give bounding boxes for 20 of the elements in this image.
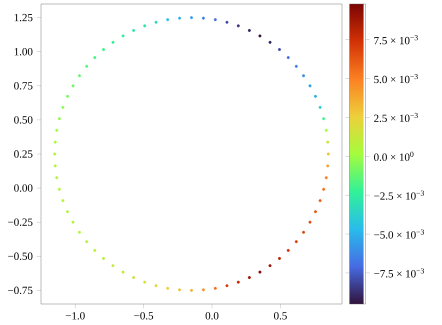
- color-bar-label: 0.0 × 10$^{0}$: [374, 152, 414, 161]
- x-tick-label: 0.5: [274, 312, 287, 320]
- y-tick-label: 1.25: [14, 14, 32, 22]
- y-tick-label: −0.25: [8, 218, 32, 226]
- color-bar-label: −2.5 × 10$^{−3}$: [374, 190, 424, 200]
- y-tick-label: 0.25: [14, 150, 32, 158]
- x-tick-label: 0.0: [206, 312, 218, 320]
- color-bar-label: 7.5 × 10$^{−3}$: [374, 35, 418, 44]
- color-bar-label: −5.0 × 10$^{−3}$: [374, 229, 424, 239]
- y-tick-label: 0.50: [14, 116, 32, 124]
- y-tick-label: 1.00: [14, 48, 32, 56]
- color-bar-label: 5.0 × 10$^{−3}$: [374, 74, 418, 84]
- color-bar-label: −7.5 × 10$^{−3}$: [374, 268, 424, 278]
- y-tick-label: 0.75: [14, 82, 32, 90]
- y-tick-label: −0.75: [8, 286, 32, 294]
- color-bar-label: 2.5 × 10$^{−3}$: [374, 112, 418, 122]
- x-tick-label: −0.5: [134, 312, 154, 320]
- y-tick-label: 0.00: [14, 184, 32, 192]
- x-tick-label: −1.0: [66, 312, 85, 320]
- y-tick-label: −0.50: [8, 252, 32, 260]
